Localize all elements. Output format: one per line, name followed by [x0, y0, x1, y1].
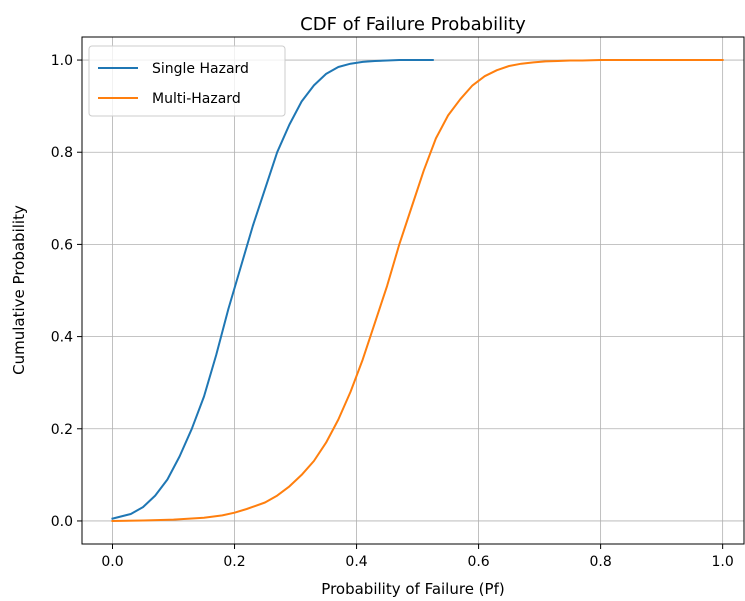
chart-title: CDF of Failure Probability [300, 14, 526, 35]
x-tick-label: 1.0 [712, 554, 734, 570]
x-tick-label: 0.2 [223, 554, 245, 570]
x-tick-label: 0.0 [101, 554, 123, 570]
legend-label-multi-hazard: Multi-Hazard [152, 91, 241, 107]
y-tick-label: 0.0 [51, 514, 73, 530]
series-line-multi-hazard [111, 59, 724, 523]
y-tick-label: 0.6 [51, 237, 73, 253]
x-axis-label: Probability of Failure (Pf) [321, 580, 504, 598]
legend: Single Hazard Multi-Hazard [88, 45, 286, 117]
x-tick-label: 0.4 [345, 554, 367, 570]
y-tick-label: 1.0 [51, 53, 73, 69]
y-tick-label: 0.2 [51, 422, 73, 438]
legend-label-single-hazard: Single Hazard [152, 61, 249, 77]
x-tick-label: 0.6 [467, 554, 489, 570]
y-axis-label: Cumulative Probability [10, 205, 28, 375]
series-layer [111, 59, 724, 523]
plot-frame [81, 36, 745, 545]
x-tick-label: 0.8 [589, 554, 611, 570]
y-tick-label: 0.8 [51, 145, 73, 161]
y-axis-ticks: 0.0 0.2 0.4 0.6 0.8 1.0 [51, 53, 82, 530]
x-axis-ticks: 0.0 0.2 0.4 0.6 0.8 1.0 [101, 544, 734, 570]
series-line-single-hazard [111, 59, 434, 520]
y-tick-label: 0.4 [51, 330, 73, 346]
